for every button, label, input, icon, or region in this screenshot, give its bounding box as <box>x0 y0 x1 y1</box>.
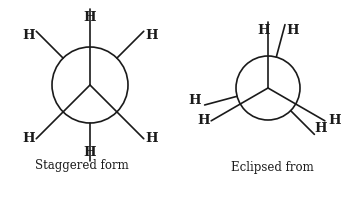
Text: H: H <box>287 24 299 37</box>
Text: H: H <box>146 29 158 42</box>
Text: H: H <box>329 114 341 127</box>
Text: Eclipsed from: Eclipsed from <box>231 162 313 175</box>
Text: H: H <box>84 147 96 160</box>
Text: H: H <box>314 122 327 135</box>
Text: H: H <box>258 24 270 37</box>
Text: H: H <box>84 10 96 23</box>
Text: H: H <box>22 29 35 42</box>
Text: H: H <box>22 132 35 145</box>
Text: H: H <box>188 95 201 108</box>
Text: Staggered form: Staggered form <box>35 159 129 172</box>
Text: H: H <box>197 114 209 127</box>
Text: H: H <box>146 132 158 145</box>
